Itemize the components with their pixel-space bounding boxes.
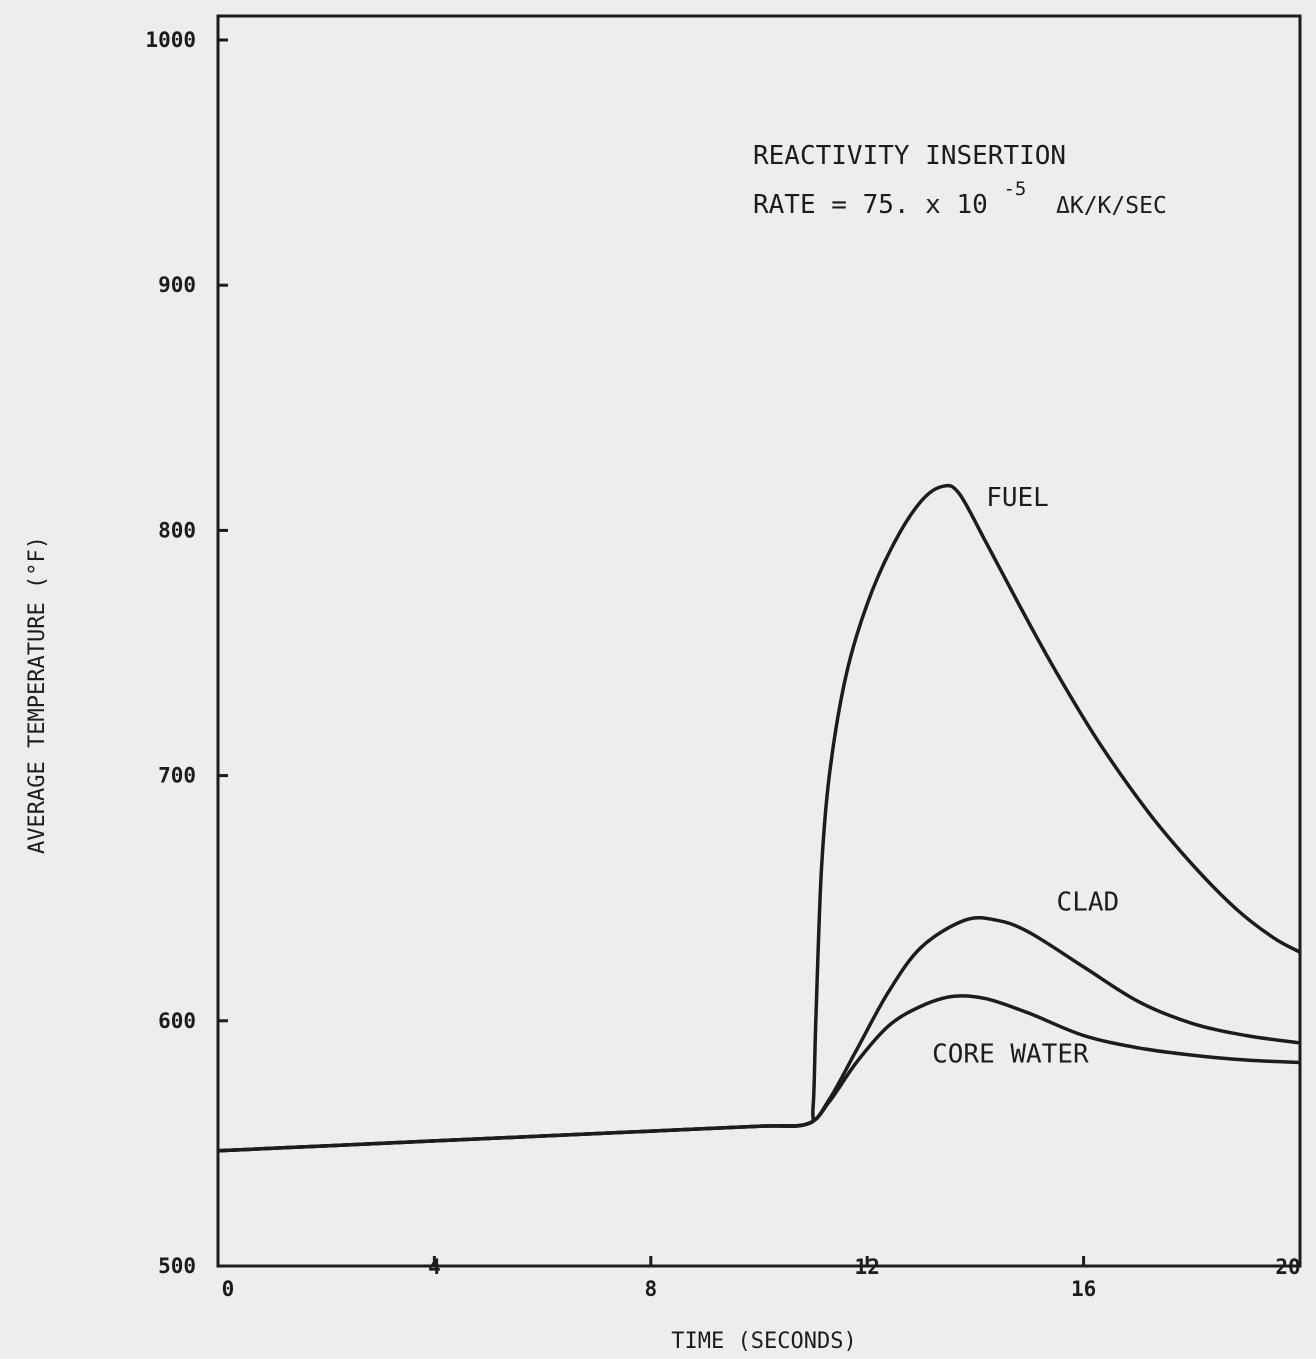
y-tick-label: 600	[158, 1009, 196, 1033]
x-tick-label: 4	[428, 1255, 441, 1279]
series-group	[217, 483, 1301, 1153]
y-tick-label: 900	[158, 273, 196, 297]
x-tick-label: 12	[855, 1255, 880, 1279]
annotation-line2: RATE = 75. x 10 -5 ΔK/K/SEC	[753, 172, 1167, 220]
annotation-exponent: -5	[1003, 178, 1026, 200]
series-labels: FUEL CLAD CORE WATER	[932, 483, 1119, 1070]
y-tick-label: 1000	[145, 28, 196, 52]
y-tick-labels: 500 600 700 800 900 1000	[145, 28, 228, 1278]
y-tick-label: 700	[158, 764, 196, 788]
x-axis-title: TIME (SECONDS)	[671, 1329, 856, 1354]
series-label-clad: CLAD	[1057, 887, 1120, 917]
x-tick-label: 0	[222, 1277, 235, 1301]
plot-frame	[216, 14, 1302, 1268]
annotation-units: ΔK/K/SEC	[1056, 193, 1167, 219]
x-tick-label: 16	[1071, 1277, 1096, 1301]
annotation-rate: RATE = 75. x 10	[753, 190, 988, 220]
annotation-line1: REACTIVITY INSERTION	[753, 141, 1066, 171]
series-label-core-water: CORE WATER	[932, 1039, 1089, 1069]
x-tick-label: 20	[1275, 1255, 1300, 1279]
x-tick-labels: 0 4 8 12 16 20	[216, 1255, 1302, 1301]
y-tick-label: 500	[158, 1254, 196, 1278]
x-tick-label: 8	[644, 1277, 657, 1301]
series-line-core-water	[217, 994, 1301, 1153]
series-line-fuel	[217, 483, 1301, 1153]
y-axis-title: AVERAGE TEMPERATURE (°F)	[25, 536, 50, 854]
series-label-fuel: FUEL	[986, 483, 1049, 513]
annotation: REACTIVITY INSERTION RATE = 75. x 10 -5 …	[753, 141, 1167, 220]
y-tick-label: 800	[158, 518, 196, 542]
series-line-clad	[217, 916, 1301, 1153]
